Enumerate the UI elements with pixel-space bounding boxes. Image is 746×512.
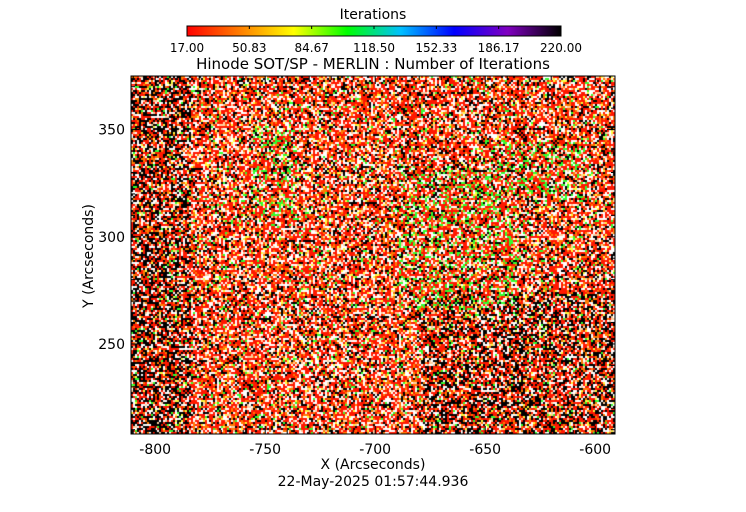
colorbar-tick-label: 50.83 [232, 41, 266, 55]
colorbar-tick-label: 186.17 [478, 41, 520, 55]
colorbar-tick-label: 17.00 [170, 41, 204, 55]
x-axis: -800 -750 -700 -650 -600 [132, 76, 611, 458]
timestamp: 22-May-2025 01:57:44.936 [278, 474, 469, 490]
x-tick-label: -750 [249, 442, 281, 458]
y-tick-label: 250 [98, 337, 125, 353]
y-tick-label: 300 [98, 230, 125, 246]
colorbar-tick-label: 118.50 [353, 41, 395, 55]
heatmap-image [131, 76, 615, 434]
colorbar-tick-label: 220.00 [540, 41, 582, 55]
colorbar-tick-label: 84.67 [294, 41, 328, 55]
colorbar: Iterations 17.00 50.83 84.67 118.50 152.33 18… [170, 7, 582, 55]
x-tick-label: -600 [579, 442, 611, 458]
plot-frame [130, 75, 616, 435]
x-tick-label: -650 [469, 442, 501, 458]
y-axis-label: Y (Arcseconds) [81, 204, 97, 309]
x-axis-label: X (Arcseconds) [321, 457, 426, 473]
x-tick-label: -700 [359, 442, 391, 458]
colorbar-title: Iterations [340, 7, 407, 23]
x-tick-label: -800 [139, 442, 171, 458]
colorbar-ticks: 17.00 50.83 84.67 118.50 152.33 186.17 220.00 [170, 26, 582, 55]
chart-title: Hinode SOT/SP - MERLIN : Number of Itera… [196, 55, 550, 73]
plot-area: -800 -750 -700 -650 -600 250 300 350 [98, 75, 616, 458]
colorbar-tick-label: 152.33 [415, 41, 457, 55]
y-tick-label: 350 [98, 123, 125, 139]
y-axis: 250 300 350 [98, 86, 615, 431]
